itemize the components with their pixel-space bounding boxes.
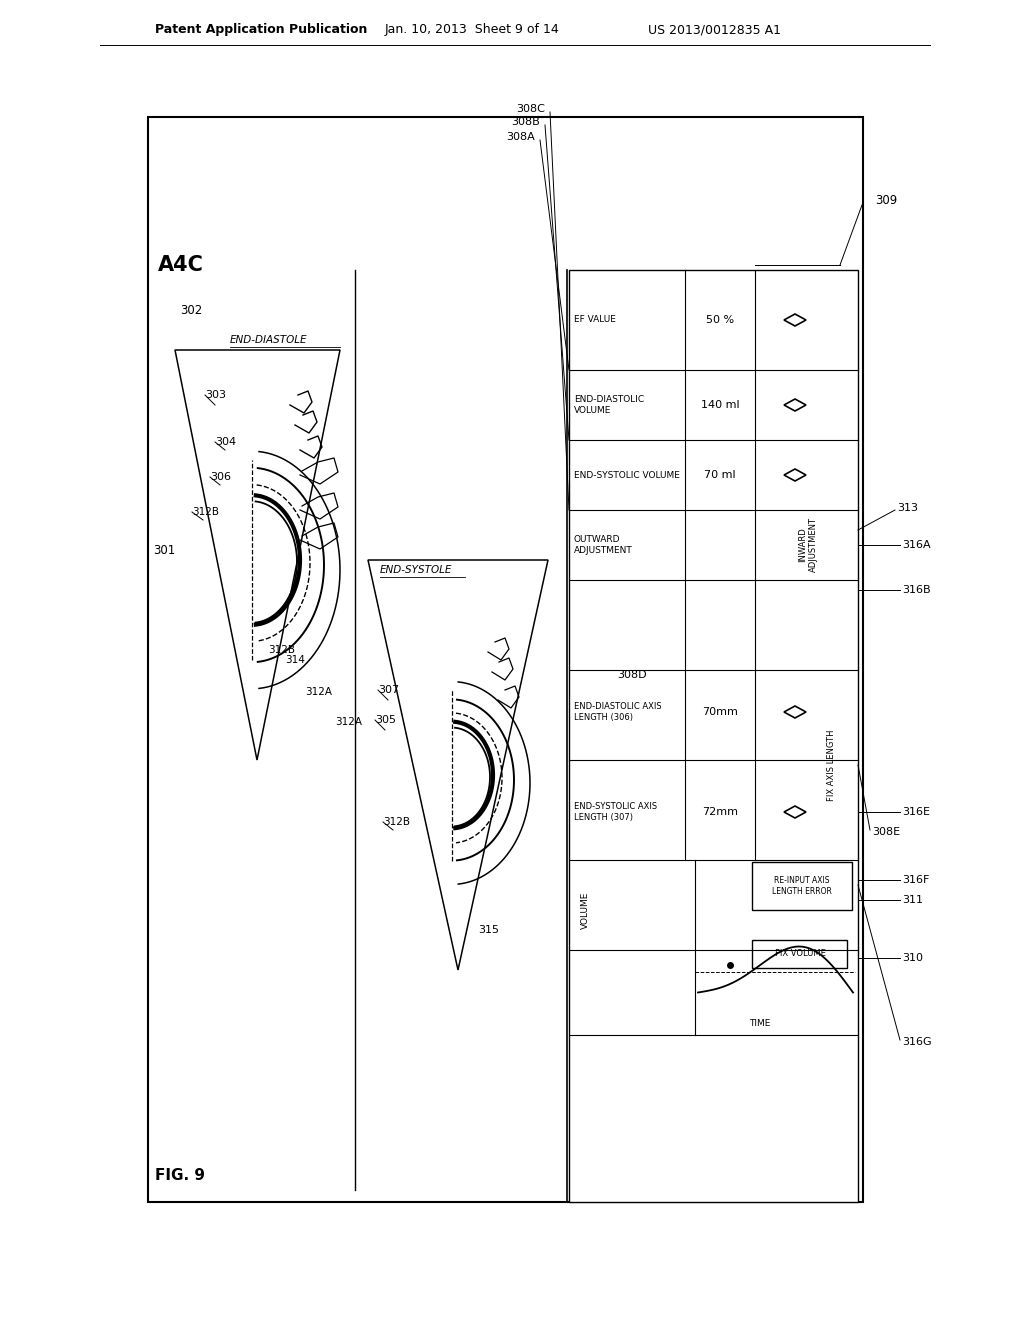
Text: VOLUME: VOLUME (581, 891, 590, 929)
Text: 312B: 312B (383, 817, 410, 828)
Text: 316G: 316G (902, 1038, 932, 1047)
Text: 308D: 308D (617, 671, 646, 680)
Text: EF VALUE: EF VALUE (574, 315, 615, 325)
Text: 305: 305 (375, 715, 396, 725)
Text: 72mm: 72mm (702, 807, 738, 817)
Text: FIG. 9: FIG. 9 (155, 1167, 205, 1183)
Text: Jan. 10, 2013  Sheet 9 of 14: Jan. 10, 2013 Sheet 9 of 14 (385, 24, 560, 37)
Text: US 2013/0012835 A1: US 2013/0012835 A1 (648, 24, 781, 37)
Text: 316B: 316B (902, 585, 931, 595)
Text: 308E: 308E (872, 828, 900, 837)
Text: 312A: 312A (305, 686, 332, 697)
Text: END-SYSTOLIC VOLUME: END-SYSTOLIC VOLUME (574, 470, 680, 479)
Text: 308C: 308C (516, 104, 545, 114)
Text: Patent Application Publication: Patent Application Publication (155, 24, 368, 37)
Text: 307: 307 (378, 685, 399, 696)
Text: A4C: A4C (158, 255, 204, 275)
Text: 140 ml: 140 ml (700, 400, 739, 411)
Text: END-SYSTOLIC AXIS
LENGTH (307): END-SYSTOLIC AXIS LENGTH (307) (574, 803, 657, 821)
Text: 50 %: 50 % (706, 315, 734, 325)
Text: 316A: 316A (902, 540, 931, 550)
Text: 312B: 312B (193, 507, 219, 517)
Text: FIX VOLUME: FIX VOLUME (774, 949, 825, 958)
Text: 301: 301 (153, 544, 175, 557)
Text: 316F: 316F (902, 875, 930, 884)
Text: RE-INPUT AXIS
LENGTH ERROR: RE-INPUT AXIS LENGTH ERROR (772, 876, 831, 896)
Text: 312B: 312B (268, 645, 295, 655)
Text: 306: 306 (210, 473, 231, 482)
Text: 316E: 316E (902, 807, 930, 817)
Bar (569, 271, 858, 1203)
Text: FIX AXIS LENGTH: FIX AXIS LENGTH (827, 729, 837, 801)
Text: 70 ml: 70 ml (705, 470, 736, 480)
Text: 304: 304 (215, 437, 237, 447)
Bar (148, 117, 863, 1203)
Text: TIME: TIME (750, 1019, 771, 1027)
Text: END-SYSTOLE: END-SYSTOLE (380, 565, 453, 576)
Text: 70mm: 70mm (702, 708, 738, 717)
Text: 308B: 308B (511, 117, 540, 127)
Text: 314: 314 (285, 655, 305, 665)
Text: 313: 313 (897, 503, 918, 513)
Text: 310: 310 (902, 953, 923, 964)
Text: 315: 315 (478, 925, 499, 935)
Text: OUTWARD
ADJUSTMENT: OUTWARD ADJUSTMENT (574, 536, 633, 554)
Text: END-DIASTOLIC AXIS
LENGTH (306): END-DIASTOLIC AXIS LENGTH (306) (574, 702, 662, 722)
Text: INWARD
ADJUSTMENT: INWARD ADJUSTMENT (799, 517, 818, 573)
Text: 312A: 312A (335, 717, 362, 727)
Bar (752, 862, 852, 909)
Text: 302: 302 (180, 304, 203, 317)
Text: 311: 311 (902, 895, 923, 906)
Text: END-DIASTOLIC
VOLUME: END-DIASTOLIC VOLUME (574, 395, 644, 414)
Text: 303: 303 (205, 389, 226, 400)
Text: 309: 309 (874, 194, 897, 206)
Text: 308A: 308A (506, 132, 535, 143)
Text: END-DIASTOLE: END-DIASTOLE (230, 335, 307, 345)
Bar (752, 940, 847, 968)
